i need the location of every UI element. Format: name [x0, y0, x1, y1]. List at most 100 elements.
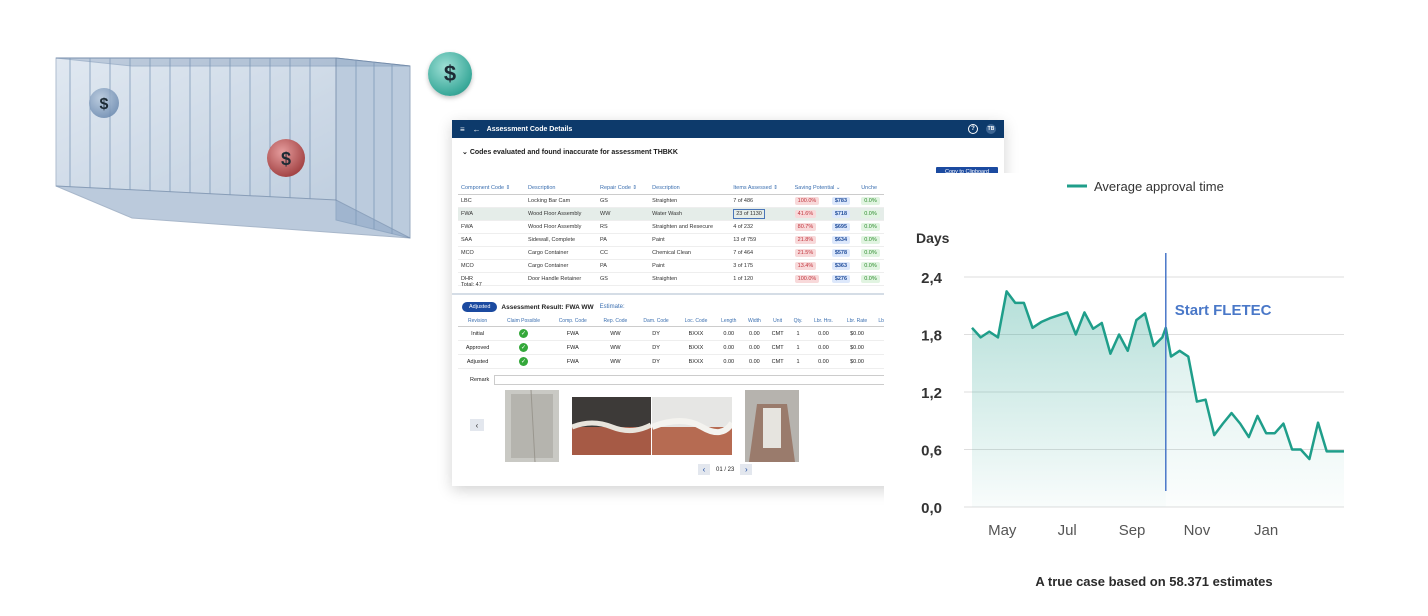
cell-value: $276 — [831, 275, 851, 283]
table-cell: Water Wash — [649, 207, 731, 221]
table-cell: RS — [597, 220, 650, 234]
legend-label: Average approval time — [1094, 179, 1224, 194]
y-tick-label: 1,2 — [921, 385, 942, 402]
next-page-button[interactable]: › — [740, 464, 753, 475]
table-cell: DY — [635, 326, 677, 341]
gallery-prev-button[interactable]: ‹ — [470, 419, 484, 431]
cell-value: 41.6% — [794, 210, 817, 218]
table-cell: CMT — [766, 354, 789, 369]
cell-value: Paint — [652, 237, 665, 243]
cell-value: CMT — [771, 358, 784, 365]
cell-value: BXXX — [688, 330, 704, 337]
table-cell: 0.0% — [858, 246, 888, 260]
cell-value: RS — [600, 224, 608, 230]
column-header[interactable]: Saving Potential ⌄ — [791, 182, 859, 195]
cell-value: $695 — [831, 223, 851, 231]
menu-icon[interactable]: ≡ — [460, 124, 465, 134]
cell-value: WW — [610, 358, 621, 365]
remark-label: Remark — [470, 377, 490, 383]
table-row[interactable]: MCO Cargo Container PA Paint 3 of 175 13.4% $3… — [458, 259, 888, 273]
column-header[interactable]: Unche — [858, 182, 888, 195]
damage-photo[interactable] — [745, 390, 799, 462]
cell-value: $0.00 — [850, 358, 864, 365]
cell-value: 100.0% — [794, 197, 820, 205]
cell-value: GS — [600, 198, 608, 204]
x-tick-label: May — [988, 522, 1017, 539]
shipping-container-illustration: $ $ — [55, 57, 411, 239]
cell-value: MCO — [461, 263, 474, 269]
remark-input[interactable] — [494, 375, 894, 385]
annotation-label: Start FLETEC — [1175, 302, 1272, 319]
cell-value: MCO — [461, 250, 474, 256]
table-cell: DY — [635, 340, 677, 355]
table-row[interactable]: FWA Wood Floor Assembly WW Water Wash 23 of … — [458, 207, 888, 221]
avatar[interactable]: TB — [986, 124, 996, 134]
column-header[interactable]: Description — [524, 182, 598, 195]
table-cell: 13.4% — [791, 259, 829, 273]
table-cell: Sidewall, Complete — [524, 233, 598, 247]
copy-to-clipboard-button[interactable]: Copy to Clipboard — [936, 167, 998, 177]
table-row[interactable]: SAA Sidewall, Complete PA Paint 13 of 759 21.… — [458, 233, 888, 247]
table-cell: Chemical Clean — [649, 246, 731, 260]
column-header[interactable]: Component Code ⇕ — [458, 182, 525, 195]
table-cell: Paint — [649, 233, 731, 247]
table-cell: DY — [635, 354, 677, 369]
cell-value: $363 — [831, 262, 851, 270]
table-cell: 7 of 486 — [730, 194, 792, 208]
section-title[interactable]: ⌄ Codes evaluated and found inaccurate f… — [452, 138, 1004, 162]
cell-value: $783 — [831, 197, 851, 205]
page-title: Assessment Code Details — [486, 125, 573, 133]
cell-value: 3 of 175 — [733, 263, 754, 269]
cell-value: BXXX — [688, 358, 704, 365]
cell-value: 23 of 1130 — [733, 209, 765, 219]
column-header[interactable]: Repair Code ⇕ — [597, 182, 650, 195]
cell-value: 0.00 — [749, 330, 760, 337]
cell-value: Door Handle Retainer — [527, 276, 582, 282]
cell-value: Straighten — [652, 276, 678, 282]
cell-value: 0.0% — [861, 236, 880, 244]
damage-photo[interactable] — [505, 390, 559, 462]
cell-value: Water Wash — [652, 211, 683, 217]
table-cell: 0.00 — [715, 326, 743, 341]
cell-value: 0.00 — [723, 358, 735, 365]
cell-value: 4 of 232 — [733, 224, 754, 230]
table-row[interactable]: DHR Door Handle Retainer GS Straighten 1 of … — [458, 272, 888, 286]
column-header: Claim Possible — [497, 316, 550, 327]
prev-page-button[interactable]: ‹ — [698, 464, 710, 475]
table-row[interactable]: FWA Wood Floor Assembly RS Straighten and R… — [458, 220, 888, 234]
estimate-link[interactable]: Estimate: — [599, 304, 625, 310]
table-cell: BXXX — [676, 326, 716, 341]
cell-value: 1 — [796, 344, 800, 351]
cell-value: 80.7% — [794, 223, 817, 231]
line-chart: Average approval time Days 2,4 1,8 1,2 0,6 0,0… — [916, 179, 1344, 539]
cell-value: 0.00 — [818, 330, 829, 337]
table-row[interactable]: LBC Locking Bar Cam GS Straighten 7 of 486 10… — [458, 194, 888, 208]
column-header[interactable]: Description — [649, 182, 731, 195]
revision-row: Approved ✓ FWA WW DY BXXX 0.00 0.00 CMT 1 0.00 $0.0… — [458, 340, 888, 355]
column-header: Revision — [458, 316, 498, 327]
cell-value: Chemical Clean — [652, 250, 691, 256]
cell-value: 0.00 — [749, 358, 760, 365]
table-cell: $0.00 — [839, 340, 875, 355]
damage-photo[interactable] — [652, 397, 732, 455]
x-tick-label: Jan — [1254, 522, 1278, 539]
cell-value: Straighten and Resecure — [652, 224, 714, 230]
cell-value: $634 — [831, 236, 851, 244]
cell-value: Approved — [465, 344, 490, 351]
y-tick-label: 1,8 — [921, 328, 942, 345]
column-header: Width — [742, 316, 767, 327]
table-cell: 0.0% — [858, 233, 888, 247]
table-cell: ✓ — [497, 340, 550, 355]
cell-value: 0.00 — [723, 344, 735, 351]
help-icon[interactable]: ? — [968, 124, 978, 134]
column-header[interactable]: Items Assessed ⇕ — [730, 182, 792, 195]
adjusted-badge[interactable]: Adjusted — [462, 302, 498, 312]
back-arrow-icon[interactable]: ← — [472, 124, 481, 134]
app-header: ≡ ← Assessment Code Details ? TB — [452, 120, 1004, 138]
table-cell: 0.00 — [715, 340, 743, 355]
table-row[interactable]: MCO Cargo Container CC Chemical Clean 7 of 4… — [458, 246, 888, 260]
divider — [452, 293, 1004, 295]
table-cell: MCO — [458, 259, 525, 273]
cell-value: WW — [600, 211, 611, 217]
damage-photo[interactable] — [572, 397, 651, 455]
